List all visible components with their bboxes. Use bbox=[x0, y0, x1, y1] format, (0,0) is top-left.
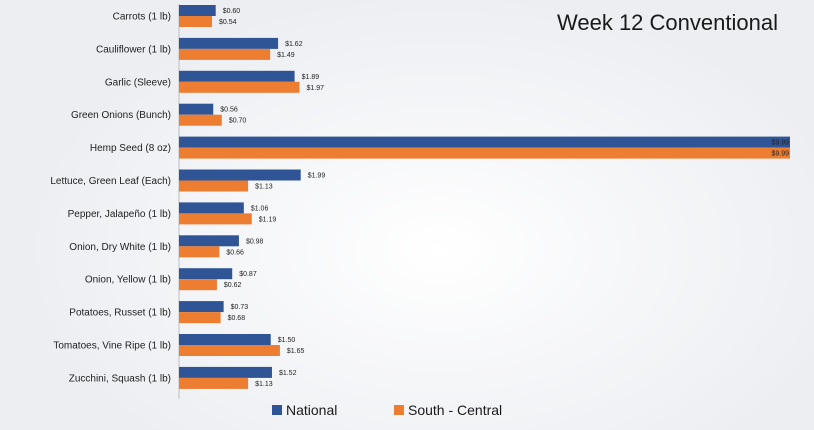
category-label-pepper-jalape-o-1-lb: Pepper, Jalapeño (1 lb) bbox=[68, 209, 171, 220]
data-label-south-central-onion-yellow-1-lb: $0.62 bbox=[224, 282, 242, 289]
bar-national-carrots-1-lb bbox=[179, 5, 216, 16]
bar-south-central-pepper-jalape-o-1-lb bbox=[179, 213, 252, 225]
data-label-national-hemp-seed-8-oz: $9.99 bbox=[771, 140, 789, 147]
data-label-south-central-onion-dry-white-1-lb: $0.66 bbox=[226, 249, 244, 256]
bar-south-central-potatoes-russet-1-lb bbox=[179, 312, 221, 324]
bar-national-onion-dry-white-1-lb bbox=[179, 235, 239, 247]
bar-south-central-zucchini-squash-1-lb bbox=[179, 377, 249, 389]
data-label-south-central-cauliflower-1-lb: $1.49 bbox=[277, 52, 295, 59]
category-label-hemp-seed-8-oz: Hemp Seed (8 oz) bbox=[90, 143, 171, 154]
data-label-national-onion-yellow-1-lb: $0.87 bbox=[239, 271, 257, 278]
data-label-national-lettuce-green-leaf-each: $1.99 bbox=[308, 173, 326, 180]
bar-south-central-hemp-seed-8-oz bbox=[179, 147, 790, 159]
legend-item-south-central: South - Central bbox=[394, 402, 502, 418]
bar-south-central-carrots-1-lb bbox=[179, 16, 213, 27]
data-label-south-central-hemp-seed-8-oz: $9.99 bbox=[771, 151, 789, 158]
category-label-tomatoes-vine-ripe-1-lb: Tomatoes, Vine Ripe (1 lb) bbox=[53, 341, 171, 352]
data-label-national-carrots-1-lb: $0.60 bbox=[223, 8, 241, 15]
chart-legend: National South - Central bbox=[0, 402, 814, 426]
bar-south-central-lettuce-green-leaf-each bbox=[179, 180, 249, 192]
legend-swatch-national bbox=[272, 405, 282, 415]
bar-national-hemp-seed-8-oz bbox=[179, 136, 790, 148]
legend-label-national: National bbox=[286, 402, 338, 418]
data-label-south-central-garlic-sleeve: $1.97 bbox=[306, 85, 324, 92]
bar-south-central-green-onions-bunch bbox=[179, 114, 222, 126]
bar-national-cauliflower-1-lb bbox=[179, 37, 279, 49]
data-label-national-tomatoes-vine-ripe-1-lb: $1.50 bbox=[278, 337, 296, 344]
data-label-national-potatoes-russet-1-lb: $0.73 bbox=[231, 304, 249, 311]
legend-swatch-south-central bbox=[394, 405, 404, 415]
data-label-south-central-zucchini-squash-1-lb: $1.13 bbox=[255, 381, 273, 388]
legend-label-south-central: South - Central bbox=[408, 402, 503, 418]
data-label-south-central-potatoes-russet-1-lb: $0.68 bbox=[228, 315, 246, 322]
data-label-south-central-carrots-1-lb: $0.54 bbox=[219, 19, 237, 26]
category-label-zucchini-squash-1-lb: Zucchini, Squash (1 lb) bbox=[69, 373, 171, 384]
data-label-national-garlic-sleeve: $1.89 bbox=[302, 74, 320, 81]
bar-national-pepper-jalape-o-1-lb bbox=[179, 202, 244, 214]
chart-title: Week 12 Conventional bbox=[557, 10, 778, 35]
data-label-south-central-green-onions-bunch: $0.70 bbox=[229, 118, 247, 125]
data-label-national-green-onions-bunch: $0.56 bbox=[220, 107, 238, 114]
data-label-national-pepper-jalape-o-1-lb: $1.06 bbox=[251, 205, 269, 212]
category-label-onion-dry-white-1-lb: Onion, Dry White (1 lb) bbox=[69, 242, 171, 253]
category-label-garlic-sleeve: Garlic (Sleeve) bbox=[105, 77, 171, 88]
data-label-national-onion-dry-white-1-lb: $0.98 bbox=[246, 238, 264, 245]
bar-south-central-cauliflower-1-lb bbox=[179, 48, 271, 60]
bar-south-central-garlic-sleeve bbox=[179, 81, 300, 93]
bar-national-garlic-sleeve bbox=[179, 70, 295, 82]
bar-national-onion-yellow-1-lb bbox=[179, 268, 233, 280]
category-label-potatoes-russet-1-lb: Potatoes, Russet (1 lb) bbox=[69, 308, 171, 319]
bar-south-central-tomatoes-vine-ripe-1-lb bbox=[179, 345, 280, 356]
category-label-lettuce-green-leaf-each: Lettuce, Green Leaf (Each) bbox=[50, 176, 171, 187]
category-label-green-onions-bunch: Green Onions (Bunch) bbox=[71, 110, 171, 121]
bar-national-potatoes-russet-1-lb bbox=[179, 301, 224, 313]
data-label-national-zucchini-squash-1-lb: $1.52 bbox=[279, 370, 297, 377]
bar-national-green-onions-bunch bbox=[179, 103, 214, 115]
bar-national-tomatoes-vine-ripe-1-lb bbox=[179, 334, 271, 345]
data-label-national-cauliflower-1-lb: $1.62 bbox=[285, 41, 303, 48]
bar-south-central-onion-dry-white-1-lb bbox=[179, 246, 220, 258]
category-label-carrots-1-lb: Carrots (1 lb) bbox=[113, 12, 171, 23]
bar-national-zucchini-squash-1-lb bbox=[179, 366, 272, 378]
data-label-south-central-tomatoes-vine-ripe-1-lb: $1.65 bbox=[287, 348, 305, 355]
category-label-onion-yellow-1-lb: Onion, Yellow (1 lb) bbox=[85, 275, 171, 286]
bar-national-lettuce-green-leaf-each bbox=[179, 169, 301, 181]
data-label-south-central-lettuce-green-leaf-each: $1.13 bbox=[255, 184, 273, 191]
bar-south-central-onion-yellow-1-lb bbox=[179, 279, 217, 291]
category-label-cauliflower-1-lb: Cauliflower (1 lb) bbox=[96, 44, 171, 55]
legend-item-national: National bbox=[272, 402, 337, 418]
data-label-south-central-pepper-jalape-o-1-lb: $1.19 bbox=[259, 216, 277, 223]
